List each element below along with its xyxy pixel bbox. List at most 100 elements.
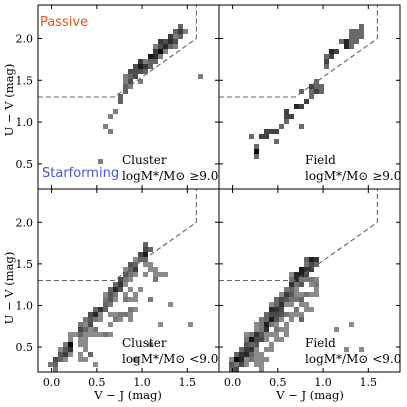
density-cell xyxy=(324,59,329,64)
density-cell xyxy=(264,347,269,352)
density-cell xyxy=(78,337,83,342)
density-cell xyxy=(289,272,294,277)
y-tick-label: 0.5 xyxy=(16,158,34,171)
x-tick-label: 1.0 xyxy=(133,376,151,389)
density-cell xyxy=(118,282,123,287)
density-cell xyxy=(289,114,294,119)
density-cell xyxy=(284,332,289,337)
density-cell xyxy=(78,322,83,327)
density-cell xyxy=(304,292,309,297)
density-cell xyxy=(289,297,294,302)
density-cell xyxy=(78,332,83,337)
density-cell xyxy=(123,277,128,282)
density-cell xyxy=(304,277,309,282)
density-cell xyxy=(173,29,178,34)
density-cell xyxy=(118,312,123,317)
density-cell xyxy=(314,262,319,267)
density-cell xyxy=(304,272,309,277)
density-cell xyxy=(294,282,299,287)
density-cell xyxy=(68,332,73,337)
density-cell xyxy=(254,332,259,337)
density-cell xyxy=(118,277,123,282)
density-cell xyxy=(93,317,98,322)
density-cell xyxy=(143,252,148,257)
density-cell xyxy=(63,342,68,347)
density-cell xyxy=(239,357,244,362)
density-cell xyxy=(98,317,103,322)
density-cell xyxy=(103,292,108,297)
density-cell xyxy=(309,292,314,297)
density-cell xyxy=(113,287,118,292)
density-cell xyxy=(93,307,98,312)
density-cell xyxy=(359,34,364,39)
density-cell xyxy=(329,54,334,59)
density-cell xyxy=(269,312,274,317)
y-axis-label-top: U − V (mag) xyxy=(2,64,16,137)
density-cell xyxy=(143,242,148,247)
density-cell xyxy=(108,114,113,119)
density-cell xyxy=(289,282,294,287)
density-cell xyxy=(299,297,304,302)
density-cell xyxy=(108,332,113,337)
uvj-selection-line xyxy=(219,5,378,98)
density-cell xyxy=(168,302,173,307)
density-cell xyxy=(254,352,259,357)
panel-title: Field xyxy=(305,153,336,167)
density-cell xyxy=(68,347,73,352)
panel-title: Field xyxy=(305,336,336,350)
density-cell xyxy=(354,39,359,44)
density-cell xyxy=(269,322,274,327)
density-cell xyxy=(98,312,103,317)
density-cell xyxy=(138,287,143,292)
density-cell xyxy=(68,342,73,347)
density-cell xyxy=(274,332,279,337)
density-cell xyxy=(239,352,244,357)
density-cell xyxy=(143,262,148,267)
density-cell xyxy=(269,302,274,307)
density-cell xyxy=(143,69,148,74)
panel-cluster-high: 0.5 1.0 1.5 2.0 Cluster logM*/M⊙ ≥9.0 xyxy=(16,4,220,190)
density-cell xyxy=(259,317,264,322)
density-cell xyxy=(133,267,138,272)
density-cell xyxy=(148,54,153,59)
density-cell xyxy=(284,302,289,307)
density-cell xyxy=(78,342,83,347)
density-cell xyxy=(128,262,133,267)
density-cell xyxy=(118,99,123,104)
panel-field-low: 0.0 0.5 1.0 1.5 Field logM*/M⊙ <9.0 xyxy=(218,188,401,389)
density-cell xyxy=(63,357,68,362)
density-cell xyxy=(128,79,133,84)
density-cell xyxy=(244,347,249,352)
density-cell xyxy=(284,114,289,119)
panels-layer: 0.5 1.0 1.5 2.0 Cluster logM*/M⊙ ≥9.0 Field log… xyxy=(16,4,401,389)
density-cell xyxy=(259,352,264,357)
density-cell xyxy=(148,262,153,267)
density-cell xyxy=(103,297,108,302)
density-cell xyxy=(113,312,118,317)
density-cell xyxy=(244,332,249,337)
density-cell xyxy=(294,277,299,282)
density-cell xyxy=(98,159,103,164)
density-cell xyxy=(234,352,239,357)
y-axis-label-bottom: U − V (mag) xyxy=(2,252,16,325)
density-cell xyxy=(294,292,299,297)
density-cell xyxy=(279,317,284,322)
density-cell xyxy=(314,277,319,282)
density-cell xyxy=(93,332,98,337)
y-tick-label: 2.0 xyxy=(16,32,34,45)
density-cell xyxy=(299,302,304,307)
density-cell xyxy=(264,327,269,332)
panel-mass-label: logM*/M⊙ ≥9.0 xyxy=(122,169,218,183)
density-cell xyxy=(158,322,163,327)
density-cell xyxy=(294,104,299,109)
density-cell xyxy=(133,297,138,302)
density-cell xyxy=(259,327,264,332)
density-cell xyxy=(304,257,309,262)
density-cell xyxy=(143,247,148,252)
density-cell xyxy=(168,39,173,44)
density-cell xyxy=(128,267,133,272)
density-cell xyxy=(133,257,138,262)
density-cell xyxy=(143,272,148,277)
density-cell xyxy=(83,357,88,362)
